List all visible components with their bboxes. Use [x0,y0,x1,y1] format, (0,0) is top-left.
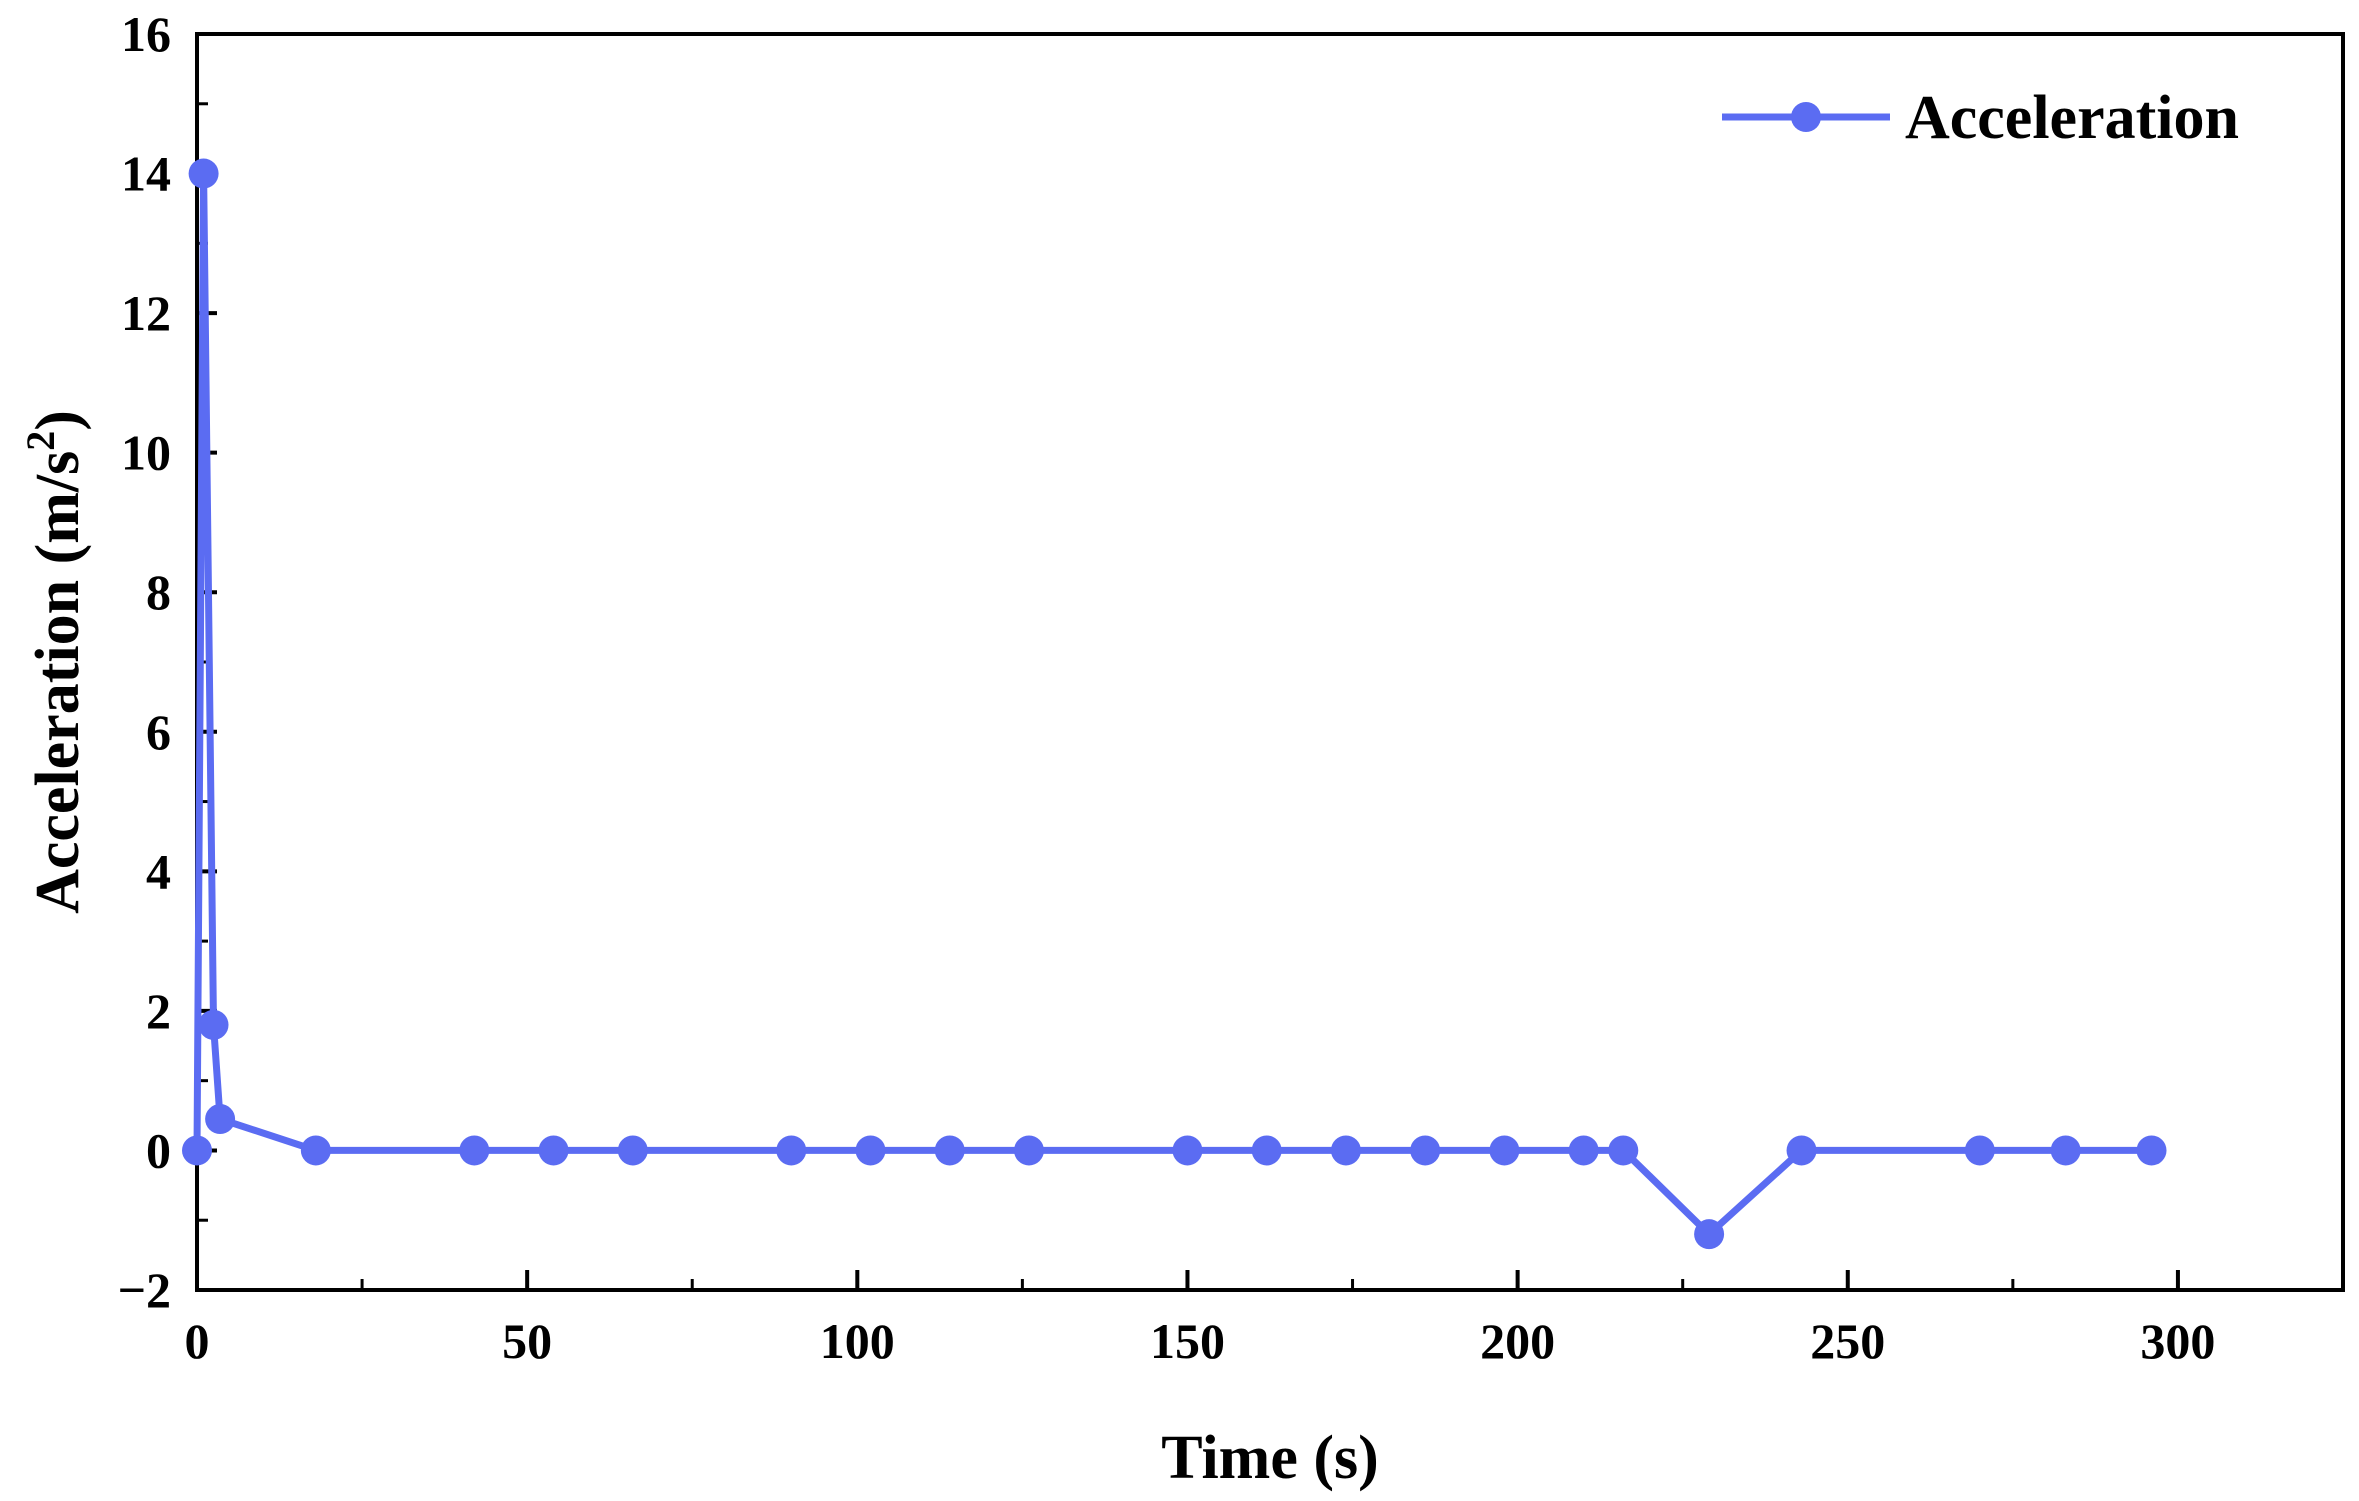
data-point [776,1135,807,1166]
legend-label: Acceleration [1905,84,2239,152]
x-tick-label: 50 [502,1313,552,1369]
x-axis-ticks: 0 50 100 150 200 250 300 [185,1270,2215,1369]
data-point [1410,1135,1441,1166]
data-point [1568,1135,1599,1166]
y-tick-label: 14 [121,146,171,202]
x-tick-label: 250 [1810,1313,1885,1369]
y-axis-title: Acceleration (m/s2) [18,410,92,914]
y-tick-label: −2 [118,1262,172,1318]
y-tick-label: 10 [121,425,171,481]
x-tick-label: 200 [1480,1313,1555,1369]
data-point [300,1135,331,1166]
x-tick-label: 100 [820,1313,895,1369]
data-point [2136,1135,2167,1166]
y-tick-label: 2 [146,983,171,1039]
x-tick-label: 150 [1150,1313,1225,1369]
data-point [188,158,219,189]
y-axis-ticks: −2 0 2 4 6 8 10 12 14 16 [118,6,217,1318]
y-tick-label: 4 [146,843,171,899]
y-tick-label: 12 [121,285,171,341]
y-axis-title-superscript: 2 [18,431,63,451]
legend-marker-sample [1791,102,1821,132]
x-tick-label: 0 [185,1313,210,1369]
series-layer [182,158,2167,1250]
plot-frame [195,32,2345,1292]
series-line-acceleration [193,170,2155,1238]
data-point [2050,1135,2081,1166]
data-point [1489,1135,1520,1166]
data-point [1330,1135,1361,1166]
y-tick-label: 8 [146,564,171,620]
data-point [1786,1135,1817,1166]
data-point [1251,1135,1282,1166]
data-point [1013,1135,1044,1166]
data-point [459,1135,490,1166]
legend: Acceleration [1722,84,2239,152]
y-axis-title-main: Acceleration (m/s [24,451,92,914]
data-point [198,1009,229,1040]
data-point [1608,1135,1639,1166]
data-point [538,1135,569,1166]
y-tick-label: 0 [146,1122,171,1178]
data-point [1172,1135,1203,1166]
x-axis-title: Time (s) [1161,1424,1379,1492]
y-axis-title-close: ) [24,410,92,431]
data-point [617,1135,648,1166]
y-tick-label: 16 [121,6,171,62]
data-point [182,1135,212,1166]
data-point [1694,1219,1725,1250]
y-tick-label: 6 [146,704,171,760]
data-point [934,1135,965,1166]
data-point [1964,1135,1995,1166]
x-tick-label: 300 [2140,1313,2215,1369]
data-point [855,1135,886,1166]
data-point [205,1104,236,1135]
